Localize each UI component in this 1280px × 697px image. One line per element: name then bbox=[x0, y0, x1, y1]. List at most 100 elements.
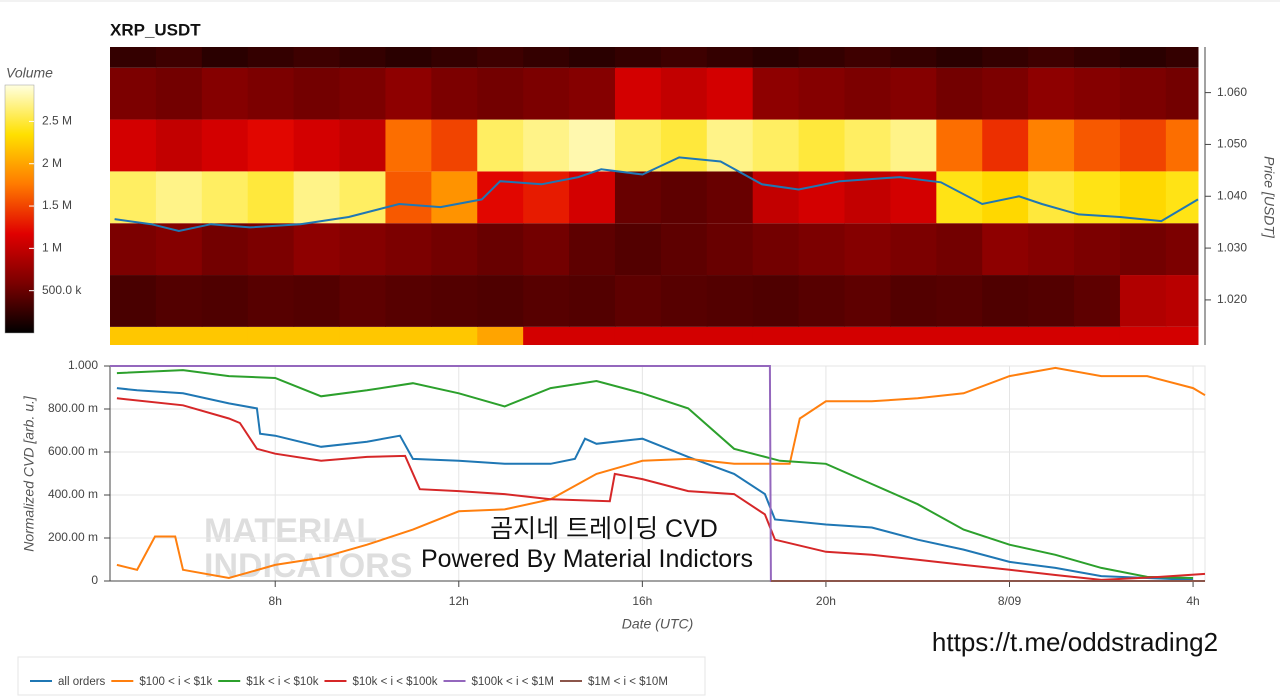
heatmap-cell bbox=[1074, 275, 1121, 327]
heatmap-cell bbox=[890, 275, 937, 327]
heatmap-cell bbox=[1028, 326, 1075, 345]
heatmap-cell bbox=[660, 171, 708, 224]
series-line bbox=[116, 369, 1194, 579]
colorbar-tick-label: 1 M bbox=[42, 241, 62, 255]
heatmap-cell bbox=[890, 326, 937, 345]
heatmap-cell bbox=[1165, 119, 1199, 172]
heatmap-cell bbox=[1028, 275, 1075, 327]
heatmap-cell bbox=[844, 119, 891, 172]
colorbar-tick-label: 500.0 k bbox=[42, 283, 82, 297]
heatmap-cell bbox=[155, 275, 203, 327]
heatmap-cell bbox=[1119, 223, 1167, 276]
heatmap-cell bbox=[339, 171, 386, 224]
heatmap-cell bbox=[752, 171, 800, 224]
heatmap-cell bbox=[293, 119, 341, 172]
heatmap-cell bbox=[201, 119, 249, 172]
y-tick-label: 1.000 bbox=[68, 358, 98, 372]
heatmap-cell bbox=[1119, 119, 1167, 172]
heatmap-cell bbox=[1119, 171, 1167, 224]
heatmap-cell bbox=[844, 47, 891, 68]
y-axis-label: Price [USDT] bbox=[1261, 156, 1277, 239]
chart-title: XRP_USDT bbox=[110, 20, 201, 39]
heatmap-cell bbox=[798, 326, 846, 345]
heatmap-cell bbox=[155, 47, 203, 68]
heatmap-cell bbox=[706, 67, 754, 120]
heatmap-cell bbox=[339, 47, 386, 68]
heatmap-cell bbox=[982, 275, 1029, 327]
heatmap-cell bbox=[293, 47, 341, 68]
legend-label: all orders bbox=[58, 676, 106, 688]
legend-box bbox=[17, 656, 706, 696]
heatmap-cell bbox=[936, 326, 983, 345]
heatmap-cell bbox=[936, 171, 983, 224]
heatmap-cell bbox=[477, 326, 524, 345]
heatmap-cell bbox=[110, 119, 157, 172]
heatmap-cell bbox=[569, 326, 616, 345]
heatmap-cell bbox=[569, 47, 616, 68]
heatmap-cell bbox=[247, 47, 295, 68]
heatmap-cell bbox=[936, 275, 983, 327]
heatmap-cell bbox=[431, 223, 478, 276]
heatmap-cell bbox=[477, 223, 524, 276]
x-tick-label: 8/09 bbox=[998, 594, 1022, 608]
heatmap-cell bbox=[982, 67, 1029, 120]
heatmap-cell bbox=[752, 326, 800, 345]
x-tick-label: 20h bbox=[816, 594, 836, 608]
heatmap-cell bbox=[201, 47, 249, 68]
heatmap-cell bbox=[569, 119, 616, 172]
heatmap-cell bbox=[890, 119, 937, 172]
caption: 곰지네 트레이딩 CVD bbox=[490, 515, 718, 543]
heatmap-cell bbox=[110, 223, 157, 276]
heatmap-cell bbox=[339, 326, 386, 345]
heatmap-cell bbox=[844, 326, 891, 345]
legend-label: $1k < i < $10k bbox=[246, 676, 318, 688]
heatmap-cell bbox=[982, 119, 1029, 172]
heatmap-cell bbox=[936, 67, 983, 120]
heatmap-cell bbox=[293, 275, 341, 327]
heatmap-cell bbox=[890, 47, 937, 68]
x-tick-label: 16h bbox=[632, 594, 652, 608]
heatmap-cell bbox=[110, 47, 157, 68]
heatmap-cell bbox=[1119, 275, 1167, 327]
heatmap-cell bbox=[155, 171, 203, 224]
heatmap-cell bbox=[201, 223, 249, 276]
y-tick-label: 1.030 bbox=[1217, 240, 1247, 254]
heatmap-cell bbox=[1165, 326, 1199, 345]
heatmap-cell bbox=[752, 67, 800, 120]
heatmap-cell bbox=[201, 275, 249, 327]
y-tick-label: 400.00 m bbox=[48, 487, 98, 501]
heatmap-cell bbox=[247, 223, 295, 276]
heatmap-cell bbox=[155, 119, 203, 172]
heatmap-cell bbox=[614, 67, 662, 120]
heatmap-cell bbox=[660, 223, 708, 276]
heatmap-cell bbox=[614, 171, 662, 224]
heatmap-cell bbox=[614, 119, 662, 172]
heatmap-cell bbox=[293, 223, 341, 276]
heatmap-cell bbox=[385, 47, 432, 68]
heatmap-cell bbox=[293, 326, 341, 345]
heatmap-cell bbox=[1028, 119, 1075, 172]
heatmap-cell bbox=[385, 67, 432, 120]
x-tick-label: 8h bbox=[269, 594, 282, 608]
heatmap-cell bbox=[1074, 223, 1121, 276]
y-tick-label: 0 bbox=[91, 573, 98, 587]
colorbar-tick-label: 2.5 M bbox=[42, 114, 72, 128]
legend-label: $100 < i < $1k bbox=[139, 676, 212, 688]
y-tick-label: 600.00 m bbox=[48, 444, 98, 458]
heatmap-cell bbox=[523, 67, 570, 120]
heatmap-cell bbox=[569, 171, 616, 224]
heatmap-cell bbox=[936, 223, 983, 276]
heatmap-cell bbox=[339, 223, 386, 276]
heatmap-cell bbox=[339, 67, 386, 120]
heatmap-cell bbox=[1119, 47, 1167, 68]
heatmap-cell bbox=[110, 67, 157, 120]
heatmap-cell bbox=[431, 119, 478, 172]
heatmap-cell bbox=[523, 47, 570, 68]
y-axis-label: Normalized CVD [arb. u.] bbox=[21, 395, 37, 552]
heatmap-cell bbox=[1028, 171, 1075, 224]
heatmap-cell bbox=[247, 171, 295, 224]
x-tick-label: 12h bbox=[449, 594, 469, 608]
heatmap-cell bbox=[890, 67, 937, 120]
heatmap-cell bbox=[752, 275, 800, 327]
plots: XRP_USDT Volume 500.0 k 1 M 1.5 M 2 M 2.5 M 1.0… bbox=[4, 20, 1277, 696]
